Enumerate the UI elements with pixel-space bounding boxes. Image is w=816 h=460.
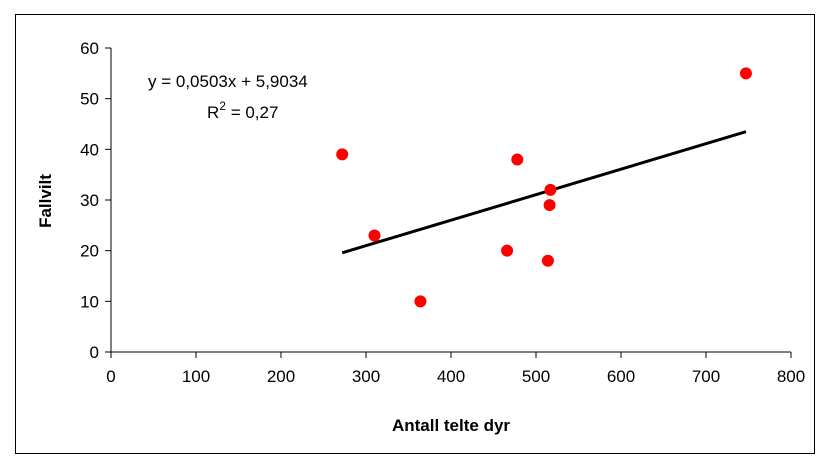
r-squared-sup: 2: [219, 99, 226, 113]
data-point: [336, 148, 349, 161]
data-points: [336, 67, 752, 308]
y-tick-label: 30: [80, 191, 99, 210]
y-tick-label: 10: [80, 292, 99, 311]
data-point: [544, 183, 557, 196]
y-tick-label: 50: [80, 90, 99, 109]
chart-border: [15, 14, 815, 454]
x-tick-label: 100: [182, 367, 210, 386]
y-tick-label: 60: [80, 39, 99, 58]
data-point: [414, 295, 427, 308]
data-point: [501, 244, 514, 257]
x-tick-label: 700: [692, 367, 720, 386]
r-squared-value: = 0,27: [226, 103, 278, 122]
x-tick-label: 0: [106, 367, 115, 386]
x-axis-title: Antall telte dyr: [392, 416, 510, 435]
trendline-equation: y = 0,0503x + 5,9034: [148, 72, 308, 91]
trendline-group: [341, 130, 747, 255]
y-axis-title: Fallvilt: [36, 174, 55, 228]
data-point: [739, 67, 752, 80]
data-point: [368, 229, 381, 242]
x-tick-label: 600: [607, 367, 635, 386]
x-tick-label: 500: [522, 367, 550, 386]
x-tick-label: 400: [437, 367, 465, 386]
x-tick-label: 300: [352, 367, 380, 386]
data-point: [543, 199, 556, 212]
x-tick-label: 800: [777, 367, 805, 386]
data-point: [541, 254, 554, 267]
r-squared-label: R2 = 0,27: [207, 99, 278, 122]
r-squared-r: R: [207, 103, 219, 122]
y-tick-label: 20: [80, 242, 99, 261]
y-tick-label: 0: [90, 343, 99, 362]
y-tick-label: 40: [80, 140, 99, 159]
trendline: [341, 130, 747, 255]
x-tick-label: 200: [267, 367, 295, 386]
data-point: [511, 153, 524, 166]
